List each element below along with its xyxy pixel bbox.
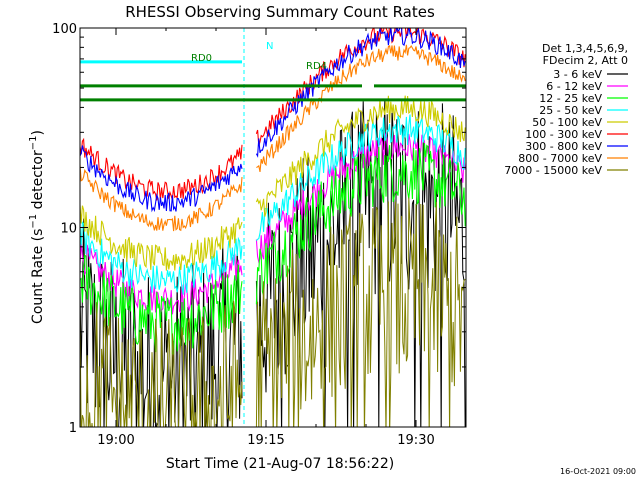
y-axis-title: Count Rate (s−1 detector−1)	[28, 130, 46, 324]
legend: Det 1,3,4,5,6,9,FDecim 2, Att 03 - 6 keV…	[504, 42, 628, 177]
x-tick-label-0: 19:00	[97, 433, 134, 448]
y-tick-label-1: 10	[60, 222, 77, 237]
flag-label-n: N	[266, 41, 273, 52]
series-line-6-0	[80, 145, 243, 213]
axes-frame: 19:00 19:15 19:30 1 10 100	[52, 22, 467, 448]
legend-header-0: Det 1,3,4,5,6,9,	[542, 42, 628, 55]
plot-area: NRD0RD4S	[80, 28, 466, 427]
legend-label-6: 300 - 800 keV	[525, 140, 602, 153]
series-line-6-1	[255, 28, 466, 158]
x-tick-label-1: 19:15	[247, 433, 284, 448]
legend-label-1: 6 - 12 keV	[546, 80, 602, 93]
series-line-4-0	[80, 205, 243, 271]
series-line-7-1	[256, 44, 466, 173]
legend-label-8: 7000 - 15000 keV	[504, 164, 602, 177]
legend-label-4: 50 - 100 keV	[532, 116, 602, 129]
series-line-7-0	[80, 164, 243, 232]
legend-label-0: 3 - 6 keV	[553, 68, 602, 81]
y-tick-label-0: 1	[69, 421, 77, 436]
legend-label-2: 12 - 25 keV	[539, 92, 602, 105]
series-line-5-0	[80, 137, 243, 201]
chart-title: RHESSI Observing Summary Count Rates	[125, 3, 435, 21]
legend-header-1: FDecim 2, Att 0	[543, 54, 628, 67]
legend-label-7: 800 - 7000 keV	[518, 152, 602, 165]
series-line-4-1	[255, 95, 466, 217]
series-line-2-1	[255, 143, 466, 305]
legend-label-3: 25 - 50 keV	[539, 104, 602, 117]
y-tick-label-2: 100	[52, 22, 77, 37]
series-line-3-1	[255, 114, 466, 242]
series-line-2-0	[80, 254, 243, 355]
x-axis-title: Start Time (21-Aug-07 18:56:22)	[166, 456, 394, 472]
x-tick-label-2: 19:30	[397, 433, 434, 448]
series-line-5-1	[255, 28, 466, 147]
legend-label-5: 100 - 300 keV	[525, 128, 602, 141]
footer-date: 16-Oct-2021 09:00	[560, 467, 636, 476]
series-line-1-1	[255, 132, 466, 264]
series-line-3-0	[80, 220, 243, 295]
flag-label-rd4: RD4	[306, 61, 327, 72]
series-line-8-0	[80, 300, 243, 427]
flag-label-rd0: RD0	[191, 53, 212, 64]
series-line-8-1	[255, 197, 466, 427]
